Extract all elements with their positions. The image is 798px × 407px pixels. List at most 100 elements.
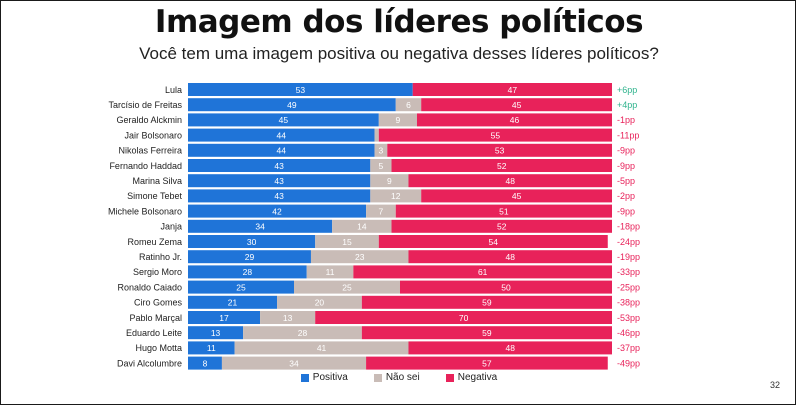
value-label-nao-sei-tarcisio-de-freitas: 6	[406, 100, 411, 110]
difference-label-ciro-gomes: -38pp	[617, 298, 640, 308]
value-label-negativa-janja: 52	[497, 222, 507, 232]
bar-negativa-geraldo-alckmin	[416, 113, 612, 127]
value-label-negativa-nikolas-ferreira: 53	[495, 146, 505, 156]
value-label-nao-sei-hugo-motta: 41	[317, 343, 327, 353]
bar-nao-sei-tarcisio-de-freitas	[395, 98, 422, 112]
bar-negativa-sergio-moro	[353, 265, 612, 279]
bar-negativa-fernando-haddad	[391, 159, 612, 172]
category-label-marina-silva: Marina Silva	[132, 176, 182, 186]
bar-negativa-romeu-zema	[378, 235, 608, 248]
value-label-nao-sei-fernando-haddad: 5	[379, 161, 384, 171]
value-label-nao-sei-janja: 14	[357, 222, 367, 232]
bar-nao-sei-eduardo-leite	[243, 326, 362, 340]
value-label-nao-sei-nikolas-ferreira: 3	[379, 146, 384, 156]
legend-swatch-positiva	[300, 373, 309, 382]
value-label-nao-sei-davi-alcolumbre: 34	[289, 358, 299, 368]
bar-positiva-jair-bolsonaro	[188, 128, 375, 142]
difference-label-romeu-zema: -24pp	[617, 237, 640, 247]
category-label-jair-bolsonaro: Jair Bolsonaro	[124, 130, 182, 140]
difference-label-sergio-moro: -33pp	[617, 267, 640, 277]
value-label-nao-sei-marina-silva: 9	[387, 176, 392, 186]
bar-nao-sei-hugo-motta	[234, 341, 409, 355]
value-label-positiva-romeu-zema: 30	[247, 237, 257, 247]
difference-label-simone-tebet: -2pp	[617, 191, 635, 201]
bar-positiva-lula	[188, 83, 413, 96]
difference-label-davi-alcolumbre: -49pp	[617, 358, 640, 368]
bar-nao-sei-jair-bolsonaro	[374, 128, 379, 142]
value-label-nao-sei-romeu-zema: 15	[342, 237, 352, 247]
value-label-negativa-romeu-zema: 54	[489, 237, 499, 247]
difference-label-lula: +6pp	[617, 85, 637, 95]
value-label-nao-sei-ratinho-jr: 23	[355, 252, 365, 262]
value-label-positiva-ratinho-jr: 29	[245, 252, 255, 262]
bar-nao-sei-marina-silva	[370, 174, 409, 188]
bar-nao-sei-michele-bolsonaro	[366, 204, 396, 218]
category-label-janja: Janja	[160, 222, 182, 232]
bar-positiva-janja	[188, 219, 333, 233]
bar-negativa-michele-bolsonaro	[395, 204, 612, 218]
value-label-positiva-ciro-gomes: 21	[228, 298, 238, 308]
value-label-negativa-ronaldo-caiado: 50	[501, 282, 511, 292]
value-label-negativa-davi-alcolumbre: 57	[482, 358, 492, 368]
difference-label-ronaldo-caiado: -25pp	[617, 282, 640, 292]
value-label-positiva-hugo-motta: 11	[207, 343, 216, 353]
value-label-positiva-simone-tebet: 43	[274, 191, 284, 201]
category-label-michele-bolsonaro: Michele Bolsonaro	[108, 206, 182, 216]
legend-label-nao-sei: Não sei	[385, 372, 420, 383]
value-label-nao-sei-sergio-moro: 11	[326, 267, 335, 277]
bar-nao-sei-ratinho-jr	[310, 250, 409, 264]
page-number: 32	[769, 380, 780, 390]
value-label-positiva-janja: 34	[255, 222, 265, 232]
bar-nao-sei-davi-alcolumbre	[221, 356, 367, 370]
value-label-negativa-hugo-motta: 48	[506, 343, 516, 353]
category-label-fernando-haddad: Fernando Haddad	[109, 161, 182, 171]
value-label-positiva-fernando-haddad: 43	[274, 161, 284, 171]
value-label-negativa-ciro-gomes: 59	[482, 298, 492, 308]
value-label-nao-sei-geraldo-alckmin: 9	[396, 115, 401, 125]
bar-nao-sei-romeu-zema	[315, 235, 379, 248]
value-label-negativa-sergio-moro: 61	[478, 267, 488, 277]
difference-label-ratinho-jr: -19pp	[617, 252, 640, 262]
value-label-nao-sei-ciro-gomes: 20	[315, 298, 325, 308]
bar-positiva-eduardo-leite	[188, 326, 244, 340]
bar-negativa-tarcisio-de-freitas	[421, 98, 612, 112]
value-label-negativa-lula: 47	[508, 85, 518, 95]
legend-item-negativa: Negativa	[445, 372, 498, 383]
bar-negativa-davi-alcolumbre	[366, 356, 608, 370]
legend-label-negativa: Negativa	[457, 372, 498, 383]
difference-label-hugo-motta: -37pp	[617, 343, 640, 353]
value-label-negativa-jair-bolsonaro: 55	[491, 130, 501, 140]
legend-item-nao-sei: Não sei	[373, 372, 420, 383]
page-subtitle: Você tem uma imagem positiva ou negativa…	[139, 44, 659, 63]
category-label-sergio-moro: Sergio Moro	[133, 267, 182, 277]
category-label-simone-tebet: Simone Tebet	[127, 191, 182, 201]
bar-negativa-marina-silva	[408, 174, 612, 188]
category-label-ciro-gomes: Ciro Gomes	[134, 298, 183, 308]
category-label-ronaldo-caiado: Ronaldo Caiado	[117, 282, 182, 292]
bar-positiva-ronaldo-caiado	[188, 280, 294, 294]
legend-item-positiva: Positiva	[300, 372, 348, 383]
bar-positiva-nikolas-ferreira	[188, 143, 375, 157]
difference-label-geraldo-alckmin: -1pp	[617, 115, 635, 125]
value-label-negativa-marina-silva: 48	[506, 176, 516, 186]
bar-positiva-fernando-haddad	[188, 159, 371, 172]
value-label-positiva-lula: 53	[296, 85, 306, 95]
category-label-hugo-motta: Hugo Motta	[135, 343, 182, 353]
value-label-nao-sei-simone-tebet: 12	[391, 191, 401, 201]
bar-negativa-pablo-marcal	[315, 311, 612, 324]
value-label-negativa-geraldo-alckmin: 46	[510, 115, 520, 125]
bar-positiva-davi-alcolumbre	[188, 356, 222, 370]
value-label-negativa-pablo-marcal: 70	[459, 313, 469, 323]
bar-negativa-ratinho-jr	[408, 250, 612, 264]
chart-legend: Positiva Não sei Negativa	[0, 372, 798, 383]
difference-label-fernando-haddad: -9pp	[617, 161, 635, 171]
difference-label-janja: -18pp	[617, 222, 640, 232]
bar-positiva-ciro-gomes	[188, 295, 278, 309]
bar-nao-sei-ronaldo-caiado	[294, 280, 400, 294]
difference-label-jair-bolsonaro: -11pp	[617, 130, 639, 140]
value-label-positiva-eduardo-leite: 13	[211, 328, 221, 338]
category-label-davi-alcolumbre: Davi Alcolumbre	[117, 358, 182, 368]
value-label-positiva-ronaldo-caiado: 25	[236, 282, 246, 292]
difference-label-michele-bolsonaro: -9pp	[617, 206, 635, 216]
